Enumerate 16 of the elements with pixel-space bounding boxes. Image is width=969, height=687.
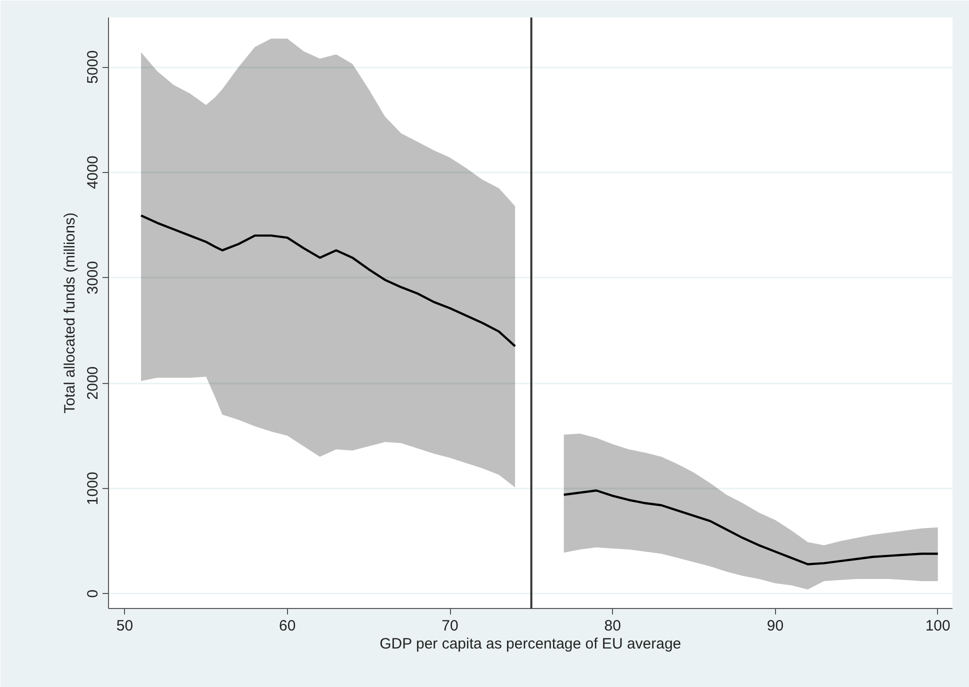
y-tick-label: 2000	[84, 366, 102, 400]
y-tick-label: 5000	[84, 50, 102, 84]
y-tick-label: 3000	[84, 261, 102, 294]
x-tick-label: 70	[442, 618, 458, 634]
x-tick-label: 80	[604, 618, 621, 634]
x-axis-title: GDP per capita as percentage of EU average	[380, 636, 682, 652]
y-axis-title: Total allocated funds (millions)	[62, 212, 78, 414]
line-series	[562, 489, 939, 566]
x-tick-label: 60	[279, 618, 296, 634]
line-series	[140, 214, 516, 348]
x-tick-label: 50	[116, 618, 134, 634]
x-tick-label: 100	[925, 618, 950, 634]
y-tick-label: 4000	[84, 156, 102, 190]
y-tick-label: 1000	[84, 472, 102, 506]
x-tick-label: 90	[766, 618, 784, 634]
y-tick-label: 0	[84, 590, 102, 598]
